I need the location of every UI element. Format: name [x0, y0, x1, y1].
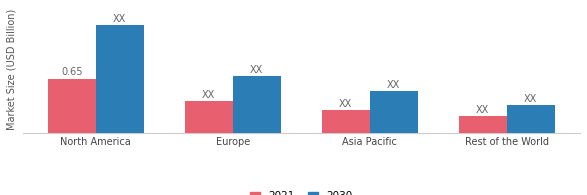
Text: XX: XX: [113, 14, 126, 24]
Bar: [233, 76, 281, 133]
Bar: [370, 91, 418, 133]
Text: XX: XX: [202, 90, 215, 100]
Text: XX: XX: [250, 65, 264, 75]
Bar: [507, 105, 555, 133]
Text: XX: XX: [387, 80, 400, 90]
Bar: [185, 101, 233, 133]
Text: 0.65: 0.65: [61, 67, 83, 77]
Bar: [459, 116, 507, 133]
Text: XX: XX: [524, 94, 537, 104]
Text: XX: XX: [476, 105, 490, 115]
Text: XX: XX: [339, 99, 352, 109]
Bar: [322, 110, 370, 133]
Bar: [48, 79, 96, 133]
Y-axis label: Market Size (USD Billion): Market Size (USD Billion): [7, 9, 17, 130]
Legend: 2021, 2030: 2021, 2030: [246, 187, 357, 195]
Bar: [96, 25, 144, 133]
